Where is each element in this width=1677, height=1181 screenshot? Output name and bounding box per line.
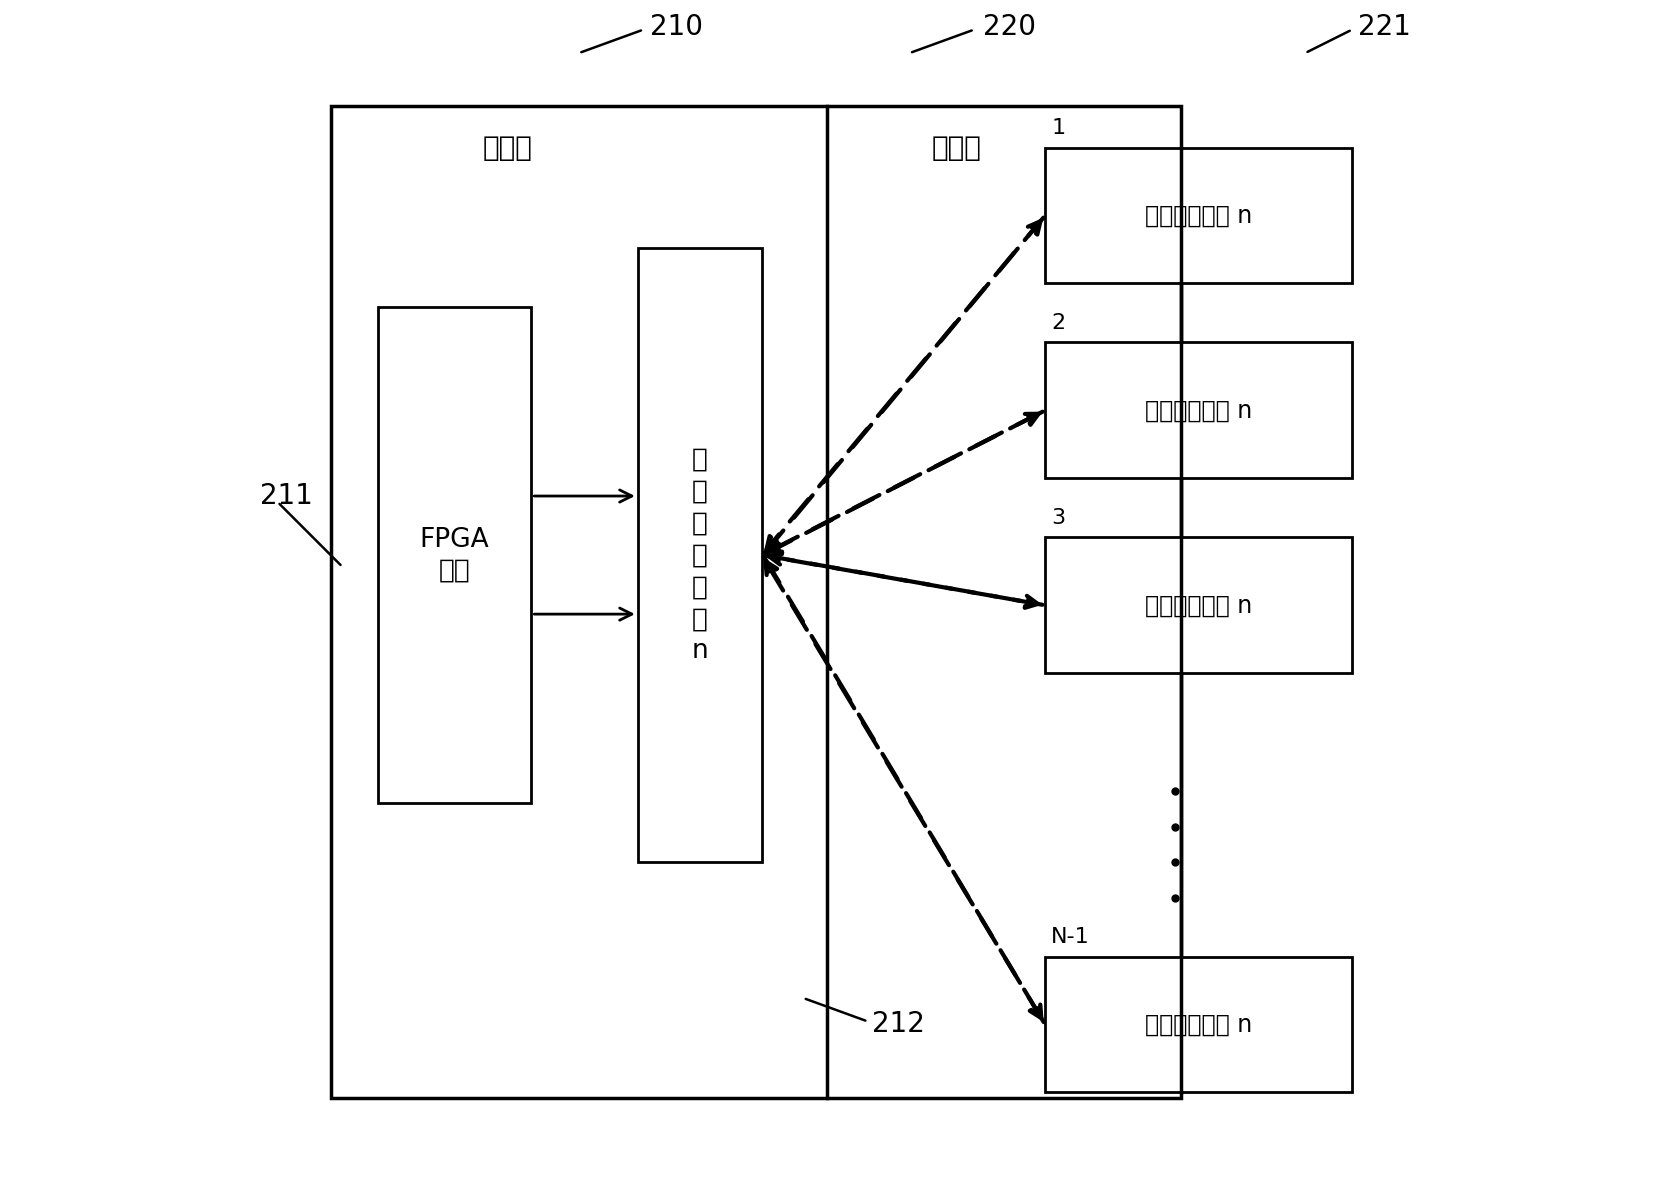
Text: 210: 210 — [649, 13, 703, 41]
Text: 211: 211 — [260, 482, 312, 510]
Text: 核心板: 核心板 — [483, 133, 533, 162]
Text: 第二连接器： n: 第二连接器： n — [1145, 203, 1253, 228]
Bar — [377, 307, 532, 803]
Bar — [330, 106, 1181, 1098]
Text: N-1: N-1 — [1051, 927, 1090, 947]
Text: 1: 1 — [1051, 118, 1065, 138]
Text: 第
一
连
接
器
：
n: 第 一 连 接 器 ： n — [691, 446, 708, 664]
Text: 2: 2 — [1051, 313, 1065, 333]
Text: 220: 220 — [983, 13, 1036, 41]
Text: 212: 212 — [872, 1010, 924, 1038]
Bar — [1045, 342, 1352, 478]
Bar — [1045, 957, 1352, 1092]
Bar — [637, 248, 761, 862]
Text: 第二连接器： n: 第二连接器： n — [1145, 1012, 1253, 1037]
Text: 第二连接器： n: 第二连接器： n — [1145, 593, 1253, 618]
Bar — [1045, 537, 1352, 673]
Text: FPGA
阵列: FPGA 阵列 — [419, 527, 490, 583]
Text: 第二连接器： n: 第二连接器： n — [1145, 398, 1253, 423]
Text: 3: 3 — [1051, 508, 1065, 528]
Bar — [1045, 148, 1352, 283]
Text: 221: 221 — [1358, 13, 1410, 41]
Text: 转接板: 转接板 — [932, 133, 981, 162]
